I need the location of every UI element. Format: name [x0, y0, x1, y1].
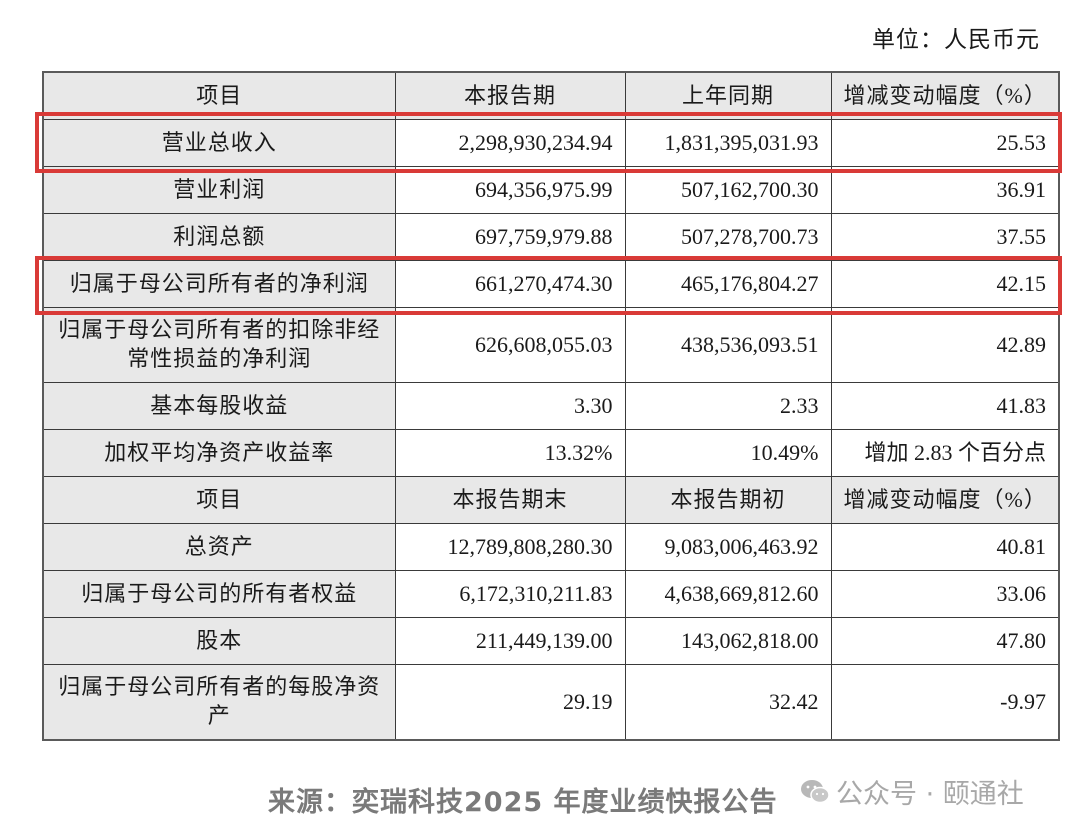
row-label: 加权平均净资产收益率 — [42, 429, 396, 477]
table-row: 股本 211,449,139.00 143,062,818.00 47.80 — [42, 617, 1060, 665]
table-row: 基本每股收益 3.30 2.33 41.83 — [42, 382, 1060, 430]
header-item: 项目 — [42, 71, 396, 120]
watermark-text: 公众号 · 颐通社 — [836, 779, 1024, 810]
table-row: 总资产 12,789,808,280.30 9,083,006,463.92 4… — [42, 523, 1060, 571]
row-previous: 143,062,818.00 — [624, 617, 832, 665]
wechat-icon — [800, 778, 830, 806]
subheader-item: 项目 — [42, 476, 396, 524]
row-change: 25.53 — [830, 119, 1060, 167]
subheader-period-end: 本报告期末 — [394, 476, 626, 524]
row-current: 12,789,808,280.30 — [394, 523, 626, 571]
row-label: 归属于母公司所有者的净利润 — [42, 260, 396, 308]
source-caption: 来源：奕瑞科技2025 年度业绩快报公告 — [268, 787, 778, 818]
table-row: 归属于母公司所有者的扣除非经常性损益的净利润 626,608,055.03 43… — [42, 307, 1060, 383]
table-row: 归属于母公司所有者的净利润 661,270,474.30 465,176,804… — [42, 260, 1060, 308]
table-header-row: 项目 本报告期 上年同期 增减变动幅度（%） — [42, 71, 1060, 120]
row-label: 营业总收入 — [42, 119, 396, 167]
row-label: 归属于母公司的所有者权益 — [42, 570, 396, 618]
row-current: 661,270,474.30 — [394, 260, 626, 308]
row-current: 6,172,310,211.83 — [394, 570, 626, 618]
row-current: 3.30 — [394, 382, 626, 430]
row-current: 697,759,979.88 — [394, 213, 626, 261]
row-previous: 2.33 — [624, 382, 832, 430]
row-change: 增加 2.83 个百分点 — [830, 429, 1060, 477]
row-previous: 507,278,700.73 — [624, 213, 832, 261]
row-current: 13.32% — [394, 429, 626, 477]
row-previous: 4,638,669,812.60 — [624, 570, 832, 618]
row-previous: 1,831,395,031.93 — [624, 119, 832, 167]
watermark: 公众号 · 颐通社 — [800, 772, 1024, 811]
row-previous: 32.42 — [624, 664, 832, 741]
unit-label: 单位：人民币元 — [872, 27, 1040, 52]
row-label: 营业利润 — [42, 166, 396, 214]
financial-summary-table: 项目 本报告期 上年同期 增减变动幅度（%） 营业总收入 2,298,930,2… — [42, 71, 1060, 741]
row-previous: 438,536,093.51 — [624, 307, 832, 383]
row-change: 37.55 — [830, 213, 1060, 261]
table-row: 归属于母公司所有者的每股净资产 29.19 32.42 -9.97 — [42, 664, 1060, 741]
table-row: 营业利润 694,356,975.99 507,162,700.30 36.91 — [42, 166, 1060, 214]
row-previous: 507,162,700.30 — [624, 166, 832, 214]
row-label: 归属于母公司所有者的每股净资产 — [42, 664, 396, 741]
row-label: 总资产 — [42, 523, 396, 571]
row-previous: 465,176,804.27 — [624, 260, 832, 308]
row-current: 626,608,055.03 — [394, 307, 626, 383]
table-row: 加权平均净资产收益率 13.32% 10.49% 增加 2.83 个百分点 — [42, 429, 1060, 477]
row-label: 利润总额 — [42, 213, 396, 261]
row-label: 股本 — [42, 617, 396, 665]
row-change: -9.97 — [830, 664, 1060, 741]
subheader-change-pct: 增减变动幅度（%） — [830, 476, 1060, 524]
row-current: 2,298,930,234.94 — [394, 119, 626, 167]
table-row: 利润总额 697,759,979.88 507,278,700.73 37.55 — [42, 213, 1060, 261]
row-previous: 9,083,006,463.92 — [624, 523, 832, 571]
row-current: 29.19 — [394, 664, 626, 741]
row-current: 211,449,139.00 — [394, 617, 626, 665]
table-row: 归属于母公司的所有者权益 6,172,310,211.83 4,638,669,… — [42, 570, 1060, 618]
table-subheader-row: 项目 本报告期末 本报告期初 增减变动幅度（%） — [42, 476, 1060, 524]
row-change: 42.15 — [830, 260, 1060, 308]
row-change: 36.91 — [830, 166, 1060, 214]
header-previous-period: 上年同期 — [624, 71, 832, 120]
header-change-pct: 增减变动幅度（%） — [830, 71, 1060, 120]
row-label: 归属于母公司所有者的扣除非经常性损益的净利润 — [42, 307, 396, 383]
header-current-period: 本报告期 — [394, 71, 626, 120]
row-previous: 10.49% — [624, 429, 832, 477]
row-change: 47.80 — [830, 617, 1060, 665]
row-change: 40.81 — [830, 523, 1060, 571]
row-label: 基本每股收益 — [42, 382, 396, 430]
row-change: 42.89 — [830, 307, 1060, 383]
table-row: 营业总收入 2,298,930,234.94 1,831,395,031.93 … — [42, 119, 1060, 167]
subheader-period-start: 本报告期初 — [624, 476, 832, 524]
row-current: 694,356,975.99 — [394, 166, 626, 214]
row-change: 41.83 — [830, 382, 1060, 430]
row-change: 33.06 — [830, 570, 1060, 618]
